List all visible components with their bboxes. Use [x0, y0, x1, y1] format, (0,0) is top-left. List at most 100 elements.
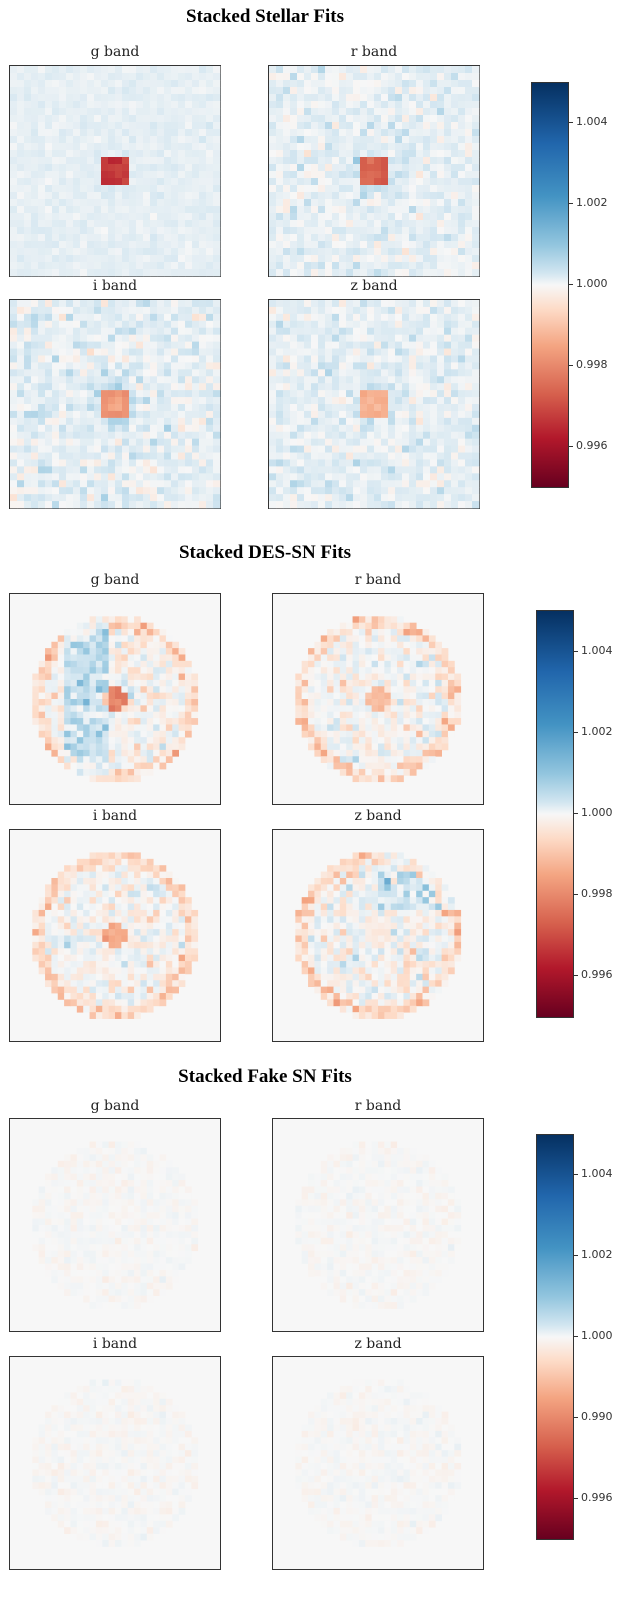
- heatmap-cell: [171, 341, 179, 349]
- heatmap-cell: [24, 334, 32, 342]
- heatmap-cell: [213, 73, 221, 81]
- heatmap-cell: [365, 711, 373, 719]
- heatmap-cell: [17, 424, 25, 433]
- heatmap-cell: [101, 136, 109, 144]
- heatmap-cell: [395, 255, 403, 263]
- heatmap-cell: [73, 334, 81, 342]
- heatmap-cell: [38, 417, 46, 426]
- heatmap-cell: [102, 686, 110, 694]
- heatmap-cell: [352, 718, 360, 725]
- heatmap-cell: [423, 73, 431, 81]
- heatmap-cell: [213, 383, 221, 391]
- heatmap-cell: [70, 635, 78, 643]
- heatmap-cell: [89, 673, 97, 681]
- heatmap-cell: [150, 220, 158, 228]
- heatmap-cell: [213, 262, 221, 270]
- heatmap-cell: [178, 227, 186, 235]
- heatmap-cell: [276, 383, 284, 391]
- heatmap-cell: [367, 369, 375, 377]
- heatmap-cell: [102, 660, 110, 668]
- heatmap-cell: [314, 699, 322, 706]
- heatmap-cell: [172, 916, 179, 924]
- heatmap-cell: [390, 730, 398, 738]
- heatmap-cell: [17, 466, 25, 474]
- heatmap-g-band: [9, 65, 221, 277]
- heatmap-cell: [435, 660, 442, 668]
- heatmap-cell: [339, 185, 347, 193]
- heatmap-cell: [397, 616, 404, 624]
- heatmap-cell: [150, 178, 158, 186]
- heatmap-cell: [136, 94, 144, 102]
- heatmap-cell: [360, 320, 368, 329]
- heatmap-cell: [178, 890, 186, 898]
- heatmap-cell: [465, 459, 473, 467]
- heatmap-cell: [73, 306, 81, 315]
- heatmap-cell: [136, 473, 144, 481]
- heatmap-cell: [353, 334, 361, 342]
- heatmap-cell: [346, 749, 353, 757]
- heatmap-cell: [45, 220, 53, 228]
- heatmap-cell: [390, 635, 398, 643]
- heatmap-cell: [318, 262, 326, 270]
- heatmap-cell: [87, 171, 95, 179]
- heatmap-cell: [31, 178, 39, 186]
- heatmap-cell: [416, 143, 424, 151]
- heatmap-cell: [94, 306, 102, 315]
- heatmap-cell: [465, 355, 473, 363]
- heatmap-cell: [365, 686, 373, 694]
- heatmap-cell: [283, 136, 291, 144]
- heatmap-cell: [339, 178, 347, 186]
- heatmap-cell: [17, 87, 25, 95]
- heatmap-cell: [346, 711, 353, 719]
- heatmap-cell: [66, 306, 74, 315]
- heatmap-cell: [38, 452, 46, 460]
- heatmap-cell: [164, 213, 172, 221]
- heatmap-cell: [390, 654, 398, 662]
- heatmap-cell: [101, 122, 109, 130]
- heatmap-cell: [136, 383, 144, 391]
- heatmap-cell: [311, 334, 319, 342]
- heatmap-cell: [454, 705, 462, 713]
- heatmap-cell: [146, 877, 154, 885]
- heatmap-cell: [199, 417, 207, 426]
- heatmap-cell: [127, 858, 135, 866]
- heatmap-cell: [115, 129, 123, 137]
- heatmap-cell: [101, 431, 109, 440]
- heatmap-z-band: [268, 299, 480, 509]
- heatmap-cell: [129, 227, 137, 235]
- heatmap-cell: [297, 164, 305, 172]
- heatmap-cell: [346, 654, 353, 662]
- heatmap-cell: [129, 487, 137, 495]
- heatmap-cell: [360, 220, 368, 228]
- heatmap-cell: [146, 922, 154, 930]
- heatmap-cell: [102, 903, 110, 911]
- heatmap-cell: [165, 743, 173, 751]
- heatmap-cell: [416, 473, 424, 481]
- heatmap-cell: [437, 473, 445, 481]
- heatmap-cell: [304, 248, 312, 256]
- heatmap-cell: [304, 459, 312, 467]
- heatmap-cell: [352, 616, 360, 624]
- heatmap-cell: [24, 306, 32, 315]
- heatmap-cell: [87, 459, 95, 467]
- heatmap-cell: [435, 641, 442, 649]
- heatmap-cell: [191, 686, 199, 694]
- heatmap-r-band: [268, 65, 480, 277]
- heatmap-cell: [150, 164, 158, 172]
- heatmap-cell: [108, 438, 116, 446]
- heatmap-cell: [185, 466, 193, 474]
- heatmap-cell: [304, 122, 312, 130]
- heatmap-cell: [159, 711, 167, 719]
- heatmap-cell: [381, 87, 389, 95]
- heatmap-cell: [134, 711, 141, 719]
- heatmap-cell: [290, 269, 298, 277]
- heatmap-cell: [283, 501, 291, 509]
- heatmap-cell: [374, 431, 382, 440]
- heatmap-cell: [297, 355, 305, 363]
- heatmap-cell: [94, 80, 102, 88]
- heatmap-cell: [339, 306, 347, 315]
- heatmap-cell: [157, 390, 165, 398]
- heatmap-cell: [59, 122, 67, 130]
- heatmap-cell: [390, 629, 398, 636]
- heatmap-cell: [346, 150, 354, 158]
